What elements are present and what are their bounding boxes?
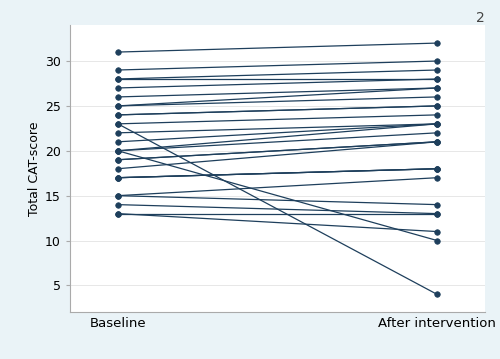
Text: 2: 2 [476, 11, 485, 25]
Y-axis label: Total CAT-score: Total CAT-score [28, 121, 41, 216]
